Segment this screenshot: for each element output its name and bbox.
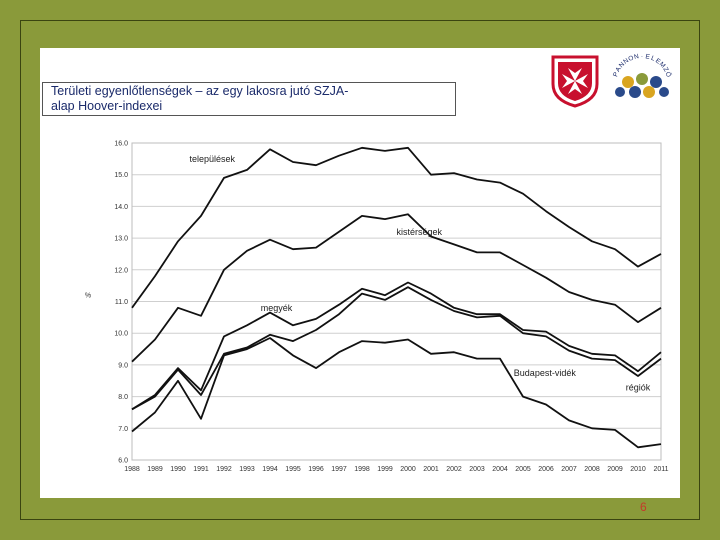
series-line bbox=[131, 337, 662, 449]
x-tick-label: 1988 bbox=[124, 466, 140, 473]
y-tick-label: 12.0 bbox=[114, 267, 128, 274]
x-tick-label: 1997 bbox=[331, 466, 347, 473]
slide-title-line-1: Területi egyenlőtlenségek – az egy lakos… bbox=[51, 84, 349, 98]
logo-letter: · bbox=[641, 53, 643, 60]
logo-letter: E bbox=[645, 53, 651, 61]
slide-title: Területi egyenlőtlenségek – az egy lakos… bbox=[42, 82, 456, 116]
logo-letter: Z bbox=[661, 66, 669, 73]
logo-letter: L bbox=[650, 55, 656, 63]
x-tick-label: 2003 bbox=[469, 466, 485, 473]
logo-letter: E bbox=[654, 57, 662, 66]
y-tick-label: 15.0 bbox=[114, 172, 128, 179]
y-tick-label: 9.0 bbox=[118, 362, 128, 369]
series-labels: települések kistérségek megyék régiók Budape… bbox=[190, 154, 651, 392]
y-tick-label: 13.0 bbox=[114, 236, 128, 243]
slide-title-line-2: alap Hoover-indexei bbox=[51, 99, 163, 113]
series-line bbox=[131, 286, 662, 411]
x-tick-label: 2005 bbox=[515, 466, 531, 473]
x-tick-label: 2004 bbox=[492, 466, 508, 473]
y-tick-label: 14.0 bbox=[114, 204, 128, 211]
x-tick-label: 2000 bbox=[400, 466, 416, 473]
x-tick-label: 1993 bbox=[239, 466, 255, 473]
series-line bbox=[131, 213, 662, 363]
x-tick-label: 1991 bbox=[193, 466, 209, 473]
series-line bbox=[131, 281, 662, 411]
x-tick-label: 1996 bbox=[308, 466, 324, 473]
x-tick-label: 2007 bbox=[561, 466, 577, 473]
logo-letter: O bbox=[627, 55, 634, 63]
x-tick-label: 2001 bbox=[423, 466, 439, 473]
series-label: kistérségek bbox=[397, 227, 443, 237]
logo-letter: M bbox=[658, 61, 667, 70]
x-tick-label: 1999 bbox=[377, 466, 393, 473]
x-tick-label: 2010 bbox=[630, 466, 646, 473]
slide-canvas: Területi egyenlőtlenségek – az egy lakos… bbox=[40, 48, 680, 498]
x-tick-label: 1998 bbox=[354, 466, 370, 473]
y-tick-label: 16.0 bbox=[114, 141, 128, 148]
x-tick-label: 1989 bbox=[147, 466, 163, 473]
y-tick-label: 11.0 bbox=[115, 299, 128, 306]
x-tick-label: 1994 bbox=[262, 466, 278, 473]
series-line bbox=[131, 146, 662, 309]
series-label: régiók bbox=[626, 382, 651, 392]
y-axis-ticks: 6.0 7.0 8.0 9.0 10.0 11.0 12.0 13.0 14.0 15.0 16.0… bbox=[85, 141, 128, 465]
x-tick-label: 2011 bbox=[653, 466, 668, 473]
page-number: 6 bbox=[640, 500, 647, 514]
chart-gridlines bbox=[131, 142, 662, 461]
y-tick-label: 6.0 bbox=[118, 458, 128, 465]
x-tick-label: 2008 bbox=[584, 466, 600, 473]
logo-letter: A bbox=[614, 65, 623, 73]
y-tick-label: 7.0 bbox=[118, 426, 128, 433]
logo-letter: Ő bbox=[664, 70, 674, 78]
chart-series bbox=[131, 146, 662, 449]
x-tick-label: 1995 bbox=[285, 466, 301, 473]
logo-letter: N bbox=[622, 57, 630, 66]
x-tick-label: 2006 bbox=[538, 466, 554, 473]
x-tick-label: 1990 bbox=[170, 466, 186, 473]
logo-letter: N bbox=[633, 53, 639, 61]
y-tick-label: 10.0 bbox=[114, 331, 128, 338]
y-axis-label: % bbox=[85, 293, 91, 300]
series-label: megyék bbox=[261, 303, 293, 313]
x-tick-label: 2009 bbox=[607, 466, 623, 473]
series-label: Budapest-vidék bbox=[514, 368, 577, 378]
y-tick-label: 8.0 bbox=[118, 394, 128, 401]
maltese-cross-shield-icon bbox=[551, 55, 599, 108]
plot-area-border bbox=[131, 142, 662, 461]
x-axis-ticks: 1988 1989 1990 1991 1992 1993 1994 1995 1996 1997… bbox=[124, 466, 668, 473]
series-label: települések bbox=[190, 154, 236, 164]
x-tick-label: 2002 bbox=[446, 466, 462, 473]
logo-letter: P bbox=[612, 71, 620, 77]
logo-letter: N bbox=[618, 61, 627, 69]
x-tick-label: 1992 bbox=[216, 466, 232, 473]
hoover-index-chart: 6.0 7.0 8.0 9.0 10.0 11.0 12.0 13.0 14.0 15.0 16.0… bbox=[85, 141, 669, 474]
